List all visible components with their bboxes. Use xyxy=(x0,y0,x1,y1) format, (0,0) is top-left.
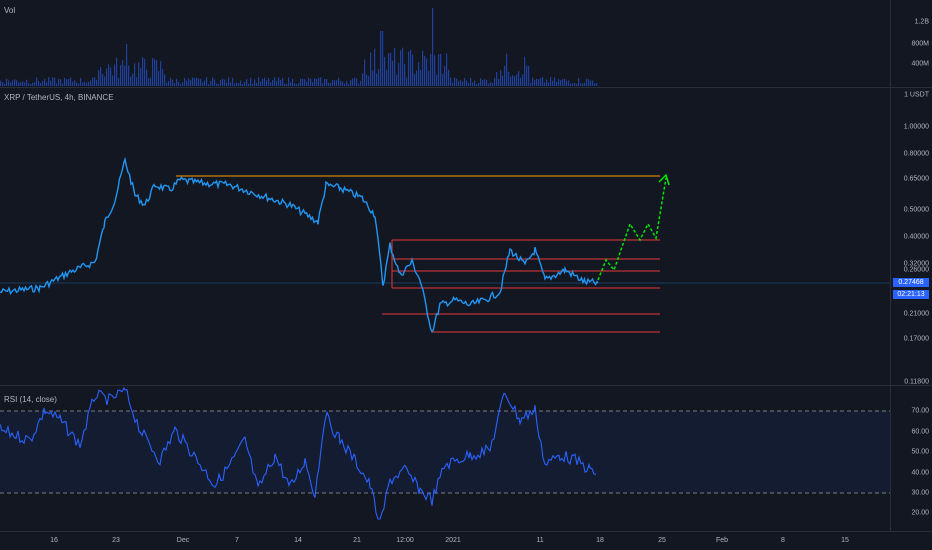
price-axis-label: 0.50000 xyxy=(903,206,929,214)
rsi-axis-label: 20.00 xyxy=(911,509,929,517)
time-axis-label: 12:00 xyxy=(396,537,414,544)
price-axis-label: 0.65000 xyxy=(903,175,929,183)
price-axis-label: 0.32000 xyxy=(903,260,929,268)
rsi-title: RSI (14, close) xyxy=(4,395,57,404)
time-axis-label: 21 xyxy=(353,537,361,544)
time-axis-label: Feb xyxy=(715,537,729,544)
bar-countdown-badge: 02:21:13 xyxy=(893,290,929,299)
time-axis-label: 14 xyxy=(294,537,302,544)
projection-path xyxy=(597,177,667,281)
volume-axis-label: 800M xyxy=(911,40,929,48)
time-axis-label: 18 xyxy=(596,537,604,544)
pane-separator[interactable] xyxy=(0,385,932,386)
rsi-axis-label: 30.00 xyxy=(911,489,929,497)
time-axis-label: Dec xyxy=(176,537,190,544)
volume-axis[interactable]: 1.2B 800M 400M xyxy=(890,0,932,87)
rsi-axis-label: 50.00 xyxy=(911,448,929,456)
pane-separator[interactable] xyxy=(0,87,932,88)
projection-arrowhead xyxy=(658,173,670,186)
time-axis-label: 16 xyxy=(50,537,58,544)
symbol-title: XRP / TetherUS, 4h, BINANCE xyxy=(4,93,114,102)
time-axis-separator xyxy=(0,531,932,532)
volume-title: Vol xyxy=(4,6,16,15)
price-axis-label: 0.21000 xyxy=(903,310,929,318)
price-axis-label: 0.11800 xyxy=(904,378,929,386)
price-unit-label: 1 USDT xyxy=(904,91,929,99)
time-axis-label: 8 xyxy=(781,537,785,544)
rsi-axis-label: 70.00 xyxy=(911,407,929,415)
chart-canvas[interactable] xyxy=(0,0,890,531)
rsi-axis[interactable]: 70.00 60.00 50.00 40.00 30.00 20.00 xyxy=(890,386,932,531)
volume-axis-label: 1.2B xyxy=(914,18,929,26)
time-axis-label: 23 xyxy=(112,537,120,544)
price-axis-label: 0.80000 xyxy=(903,150,929,158)
price-axis-label: 0.26000 xyxy=(903,266,929,274)
price-axis[interactable]: 1 USDT 1.00000 0.80000 0.65000 0.50000 0… xyxy=(890,88,932,386)
time-axis-label: 2021 xyxy=(445,537,461,544)
price-axis-label: 0.40000 xyxy=(903,233,929,241)
time-axis-label: 25 xyxy=(658,537,666,544)
rsi-line xyxy=(0,386,597,520)
rsi-axis-label: 60.00 xyxy=(911,428,929,436)
last-price-badge: 0.27468 xyxy=(893,278,929,287)
rsi-band xyxy=(0,411,890,493)
rsi-pane[interactable]: RSI (14, close) xyxy=(0,386,890,531)
time-axis-label: 7 xyxy=(235,537,239,544)
time-axis-label: 11 xyxy=(536,537,544,544)
price-axis-label: 1.00000 xyxy=(903,123,929,131)
time-axis[interactable] xyxy=(0,532,932,550)
volume-axis-label: 400M xyxy=(911,60,929,68)
time-axis-label: 15 xyxy=(841,537,849,544)
rsi-axis-label: 40.00 xyxy=(911,469,929,477)
price-line xyxy=(0,156,599,333)
price-axis-label: 0.17000 xyxy=(903,335,929,343)
volume-bars xyxy=(0,8,598,86)
price-pane[interactable]: XRP / TetherUS, 4h, BINANCE xyxy=(0,88,890,385)
volume-pane[interactable]: Vol xyxy=(0,0,890,87)
